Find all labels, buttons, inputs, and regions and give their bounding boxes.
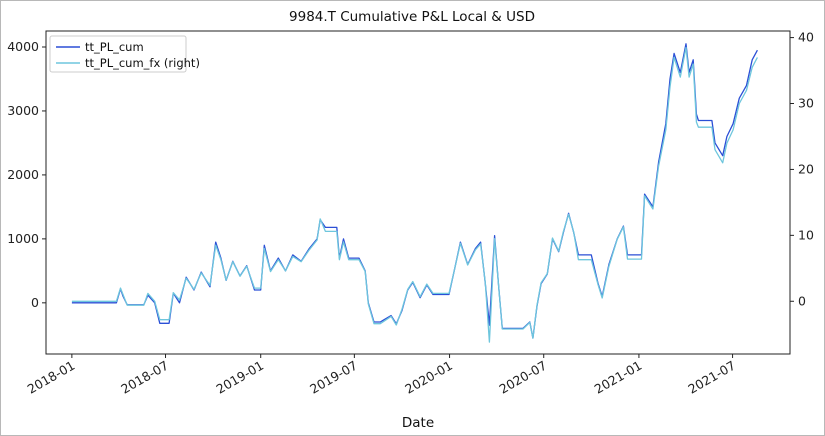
left-tick-label: 2000	[7, 167, 39, 182]
series-layer	[71, 43, 758, 343]
x-axis-label: Date	[402, 415, 434, 431]
chart-title: 9984.T Cumulative P&L Local & USD	[289, 9, 535, 25]
x-tick-label: 2019-01	[213, 358, 266, 397]
legend-box	[49, 35, 187, 73]
left-axis: 0 1000 2000 3000 4000	[7, 39, 46, 310]
x-tick-label: 2020-07	[496, 358, 549, 397]
right-tick-label: 30	[798, 96, 814, 111]
right-tick-label: 0	[798, 293, 806, 308]
left-tick-label: 4000	[7, 39, 39, 54]
legend: tt_PL_cum tt_PL_cum_fx (right)	[49, 35, 200, 73]
right-tick-label: 10	[798, 227, 814, 242]
x-tick-label: 2020-01	[402, 358, 455, 397]
right-tick-label: 40	[798, 30, 814, 45]
x-tick-label: 2021-07	[685, 358, 738, 397]
left-tick-label: 0	[31, 295, 39, 310]
right-tick-label: 20	[798, 161, 814, 176]
x-axis: 2018-01 2018-07 2019-01 2019-07 2020-01 2020-…	[25, 354, 738, 397]
x-tick-label: 2018-01	[25, 358, 78, 397]
right-axis: 0 10 20 30 40	[790, 30, 814, 308]
series-line-tt-pl-cum-fx	[71, 46, 758, 343]
x-tick-label: 2018-07	[118, 358, 171, 397]
plot-area-border	[45, 30, 791, 355]
x-tick-label: 2019-07	[307, 358, 360, 397]
x-tick-label: 2021-01	[592, 358, 645, 397]
legend-label-tt-pl-cum: tt_PL_cum	[85, 40, 144, 54]
left-tick-label: 1000	[7, 231, 39, 246]
legend-label-tt-pl-cum-fx: tt_PL_cum_fx (right)	[85, 56, 200, 70]
left-tick-label: 3000	[7, 103, 39, 118]
